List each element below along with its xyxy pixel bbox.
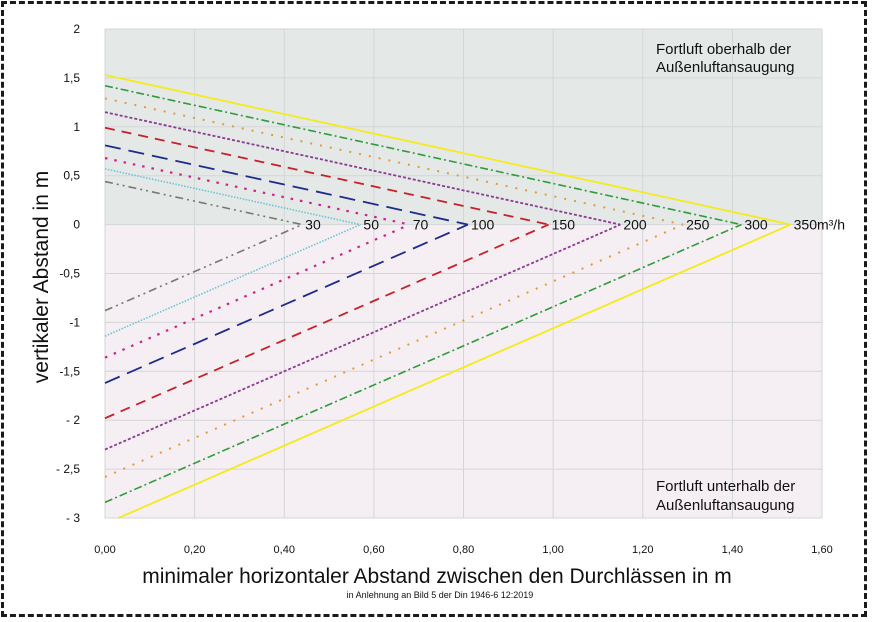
y-tick-label: - 3 bbox=[66, 511, 80, 525]
series-line-350 bbox=[118, 223, 791, 519]
y-tick-label: - 2 bbox=[66, 413, 80, 427]
y-tick-label: -1,5 bbox=[59, 364, 80, 378]
series-line-150 bbox=[104, 223, 550, 420]
x-tick-label: 1,60 bbox=[811, 544, 832, 556]
region-label-above-line2: Außenluftansaugung bbox=[656, 59, 794, 76]
y-axis-label: vertikaler Abstand in m bbox=[30, 171, 53, 383]
y-tick-label: 1,5 bbox=[63, 71, 80, 85]
region-label-above-line1: Fortluft oberhalb der bbox=[656, 41, 791, 58]
y-tick-label: 2 bbox=[73, 22, 80, 36]
series-line-50 bbox=[104, 223, 361, 337]
y-tick-label: 0 bbox=[73, 218, 80, 232]
x-tick-label: 0,60 bbox=[363, 544, 384, 556]
x-tick-label: 0,40 bbox=[274, 544, 295, 556]
series-line-200 bbox=[104, 111, 621, 226]
series-line-150 bbox=[104, 126, 549, 226]
series-label-250: 250 bbox=[686, 217, 710, 233]
region-label-below-line1: Fortluft unterhalb der bbox=[656, 478, 795, 495]
y-tick-label: 0,5 bbox=[63, 169, 80, 183]
series-label-300: 300 bbox=[744, 217, 768, 233]
y-tick-label: -1 bbox=[69, 315, 80, 329]
series-line-300 bbox=[104, 223, 742, 504]
series-line-200 bbox=[104, 223, 621, 451]
series-line-300 bbox=[104, 84, 742, 226]
series-label-30: 30 bbox=[305, 217, 321, 233]
y-tick-label: -0,5 bbox=[59, 267, 80, 281]
region-label-below-line2: Außenluftansaugung bbox=[656, 497, 794, 514]
x-tick-label: 1,40 bbox=[722, 544, 743, 556]
x-tick-label: 0,20 bbox=[184, 544, 205, 556]
series-label-100: 100 bbox=[471, 217, 495, 233]
series-lines: 30 50 70 100 150 200 250 300 350m³/h bbox=[104, 74, 845, 519]
source-note: in Anlehnung an Bild 5 der Din 1946-6 12… bbox=[347, 590, 534, 600]
x-tick-label: 1,00 bbox=[542, 544, 563, 556]
x-tick-label: 0,80 bbox=[453, 544, 474, 556]
y-tick-label: - 2,5 bbox=[56, 462, 80, 476]
x-tick-label: 1,20 bbox=[632, 544, 653, 556]
series-label-150: 150 bbox=[552, 217, 576, 233]
grid-lines bbox=[104, 28, 823, 519]
y-tick-label: 1 bbox=[73, 120, 80, 134]
series-label-50: 50 bbox=[363, 217, 379, 233]
series-label-200: 200 bbox=[623, 217, 647, 233]
series-line-30 bbox=[104, 180, 303, 226]
series-line-100 bbox=[104, 223, 469, 384]
x-axis-label: minimaler horizontaler Abstand zwischen … bbox=[142, 565, 731, 588]
x-tick-label: 0,00 bbox=[94, 544, 115, 556]
series-label-70: 70 bbox=[413, 217, 429, 233]
axis-ticks: 2 1,5 1 0,5 0 -0,5 -1 -1,5 - 2 - 2,5 - 3 0,00 0,20 0,… bbox=[56, 22, 833, 556]
series-line-70 bbox=[104, 223, 411, 359]
series-line-350 bbox=[104, 74, 791, 226]
series-line-100 bbox=[104, 144, 469, 226]
series-label-350: 350m³/h bbox=[794, 217, 845, 233]
